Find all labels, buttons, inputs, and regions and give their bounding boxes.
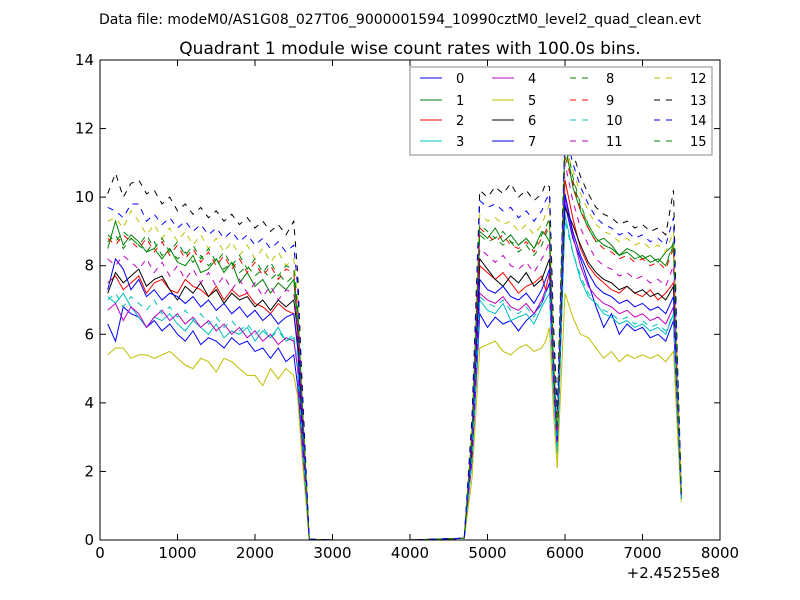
series-line-14 <box>107 131 682 540</box>
y-tick-label: 10 <box>75 188 94 206</box>
legend-item: 8 <box>570 72 614 87</box>
series-line-13 <box>107 128 682 540</box>
x-tick-label: 0 <box>95 544 105 562</box>
legend-label: 1 <box>456 94 464 109</box>
x-tick-label: 4000 <box>391 544 429 562</box>
x-offset-label: +2.45255e8 <box>627 564 720 582</box>
x-tick-label: 5000 <box>468 544 506 562</box>
x-tick-label: 8000 <box>701 544 739 562</box>
y-tick-label: 14 <box>75 51 94 69</box>
legend-item: 0 <box>420 72 464 87</box>
legend-label: 0 <box>456 72 464 87</box>
legend-item: 9 <box>570 94 614 109</box>
y-tick-label: 0 <box>84 531 94 549</box>
legend-label: 7 <box>528 135 536 150</box>
y-tick-label: 6 <box>84 325 94 343</box>
legend-label: 10 <box>606 114 623 129</box>
y-tick-label: 8 <box>84 257 94 275</box>
x-tick-label: 7000 <box>623 544 661 562</box>
y-tick-label: 4 <box>84 394 94 412</box>
legend-item: 5 <box>492 94 536 109</box>
legend-item: 15 <box>654 135 707 150</box>
legend-item: 2 <box>420 114 464 129</box>
x-tick-label: 6000 <box>546 544 584 562</box>
legend-label: 3 <box>456 135 464 150</box>
legend-label: 14 <box>690 114 707 129</box>
legend-label: 9 <box>606 94 614 109</box>
legend-item: 4 <box>492 72 536 87</box>
legend-label: 15 <box>690 135 707 150</box>
legend-box <box>409 66 713 156</box>
legend-item: 7 <box>492 135 536 150</box>
x-tick-label: 1000 <box>158 544 196 562</box>
legend-item: 1 <box>420 94 464 109</box>
legend-item: 12 <box>654 72 707 87</box>
legend-label: 11 <box>606 135 623 150</box>
legend-item: 11 <box>570 135 623 150</box>
y-tick-label: 2 <box>84 462 94 480</box>
x-axis: 0 1000 2000 3000 4000 5000 6000 7000 8000 <box>95 60 739 562</box>
chart-title: Quadrant 1 module wise count rates with … <box>179 39 640 59</box>
legend-label: 6 <box>528 114 536 129</box>
legend-label: 2 <box>456 114 464 129</box>
legend-item: 14 <box>654 114 707 129</box>
y-tick-label: 12 <box>75 120 94 138</box>
series-line-10 <box>107 221 682 540</box>
legend-item: 6 <box>492 114 536 129</box>
legend-label: 5 <box>528 94 536 109</box>
legend-item: 10 <box>570 114 623 129</box>
x-tick-label: 2000 <box>236 544 274 562</box>
chart-suptitle: Data file: modeM0/AS1G08_027T06_90000015… <box>99 12 701 28</box>
legend-label: 8 <box>606 72 614 87</box>
legend-label: 13 <box>690 94 707 109</box>
legend-label: 12 <box>690 72 707 87</box>
legend-item: 13 <box>654 94 707 109</box>
legend-label: 4 <box>528 72 536 87</box>
series-line-5 <box>107 292 682 540</box>
x-tick-label: 3000 <box>313 544 351 562</box>
series-line-8 <box>107 135 682 540</box>
series-layer <box>107 128 682 540</box>
legend-item: 3 <box>420 135 464 150</box>
